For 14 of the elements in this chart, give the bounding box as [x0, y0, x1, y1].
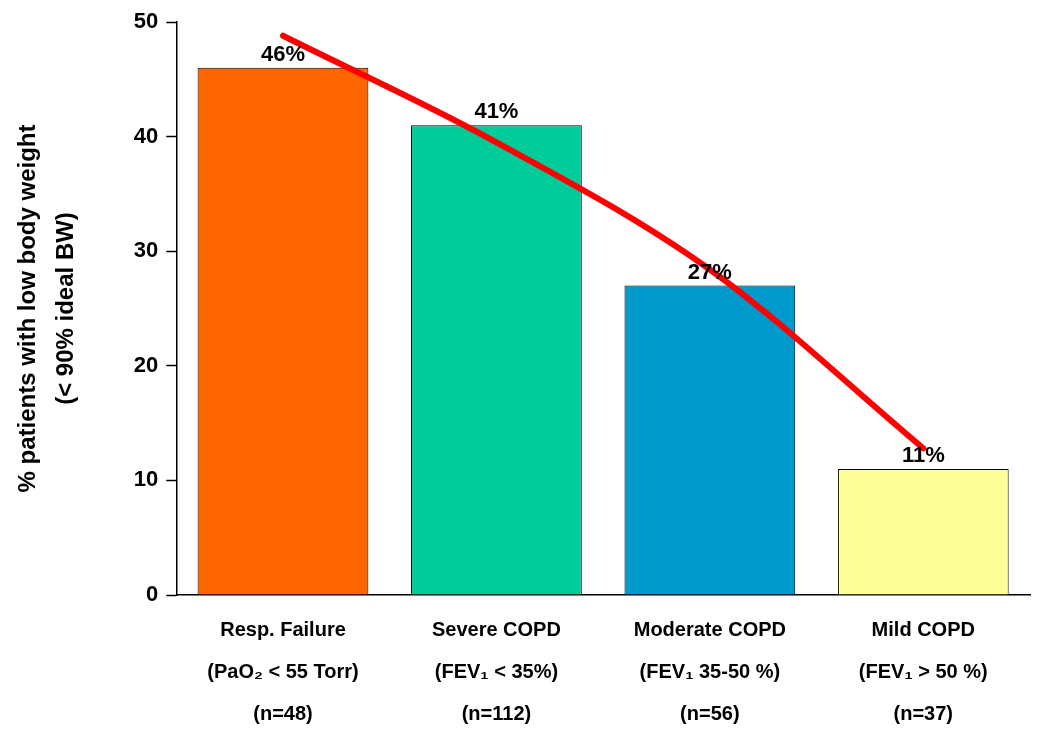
data-label: 41% — [474, 98, 519, 124]
y-axis-title: % patients with low body weight (< 90% ideal BW) — [12, 124, 79, 493]
y-tick-label: 20 — [133, 351, 159, 377]
x-tick-label: Resp. Failure (PaO₂ < 55 Torr) (n=48) — [207, 617, 359, 724]
y-tick-label: 30 — [133, 237, 159, 263]
data-label: 11% — [901, 442, 945, 467]
x-tick-label: Severe COPD (FEV₁ < 35%) (n=112) — [431, 617, 561, 724]
y-tick-label: 40 — [133, 122, 159, 148]
y-tick-label: 10 — [133, 466, 159, 492]
x-tick-label: Moderate COPD (FEV₁ 35-50 %) (n=56) — [633, 617, 786, 724]
y-tick-label: 0 — [146, 581, 159, 607]
data-label: 46% — [260, 40, 306, 66]
x-tick-label: Mild COPD (FEV₁ > 50 %) (n=37) — [858, 617, 988, 724]
y-tick-label: 50 — [133, 8, 159, 34]
